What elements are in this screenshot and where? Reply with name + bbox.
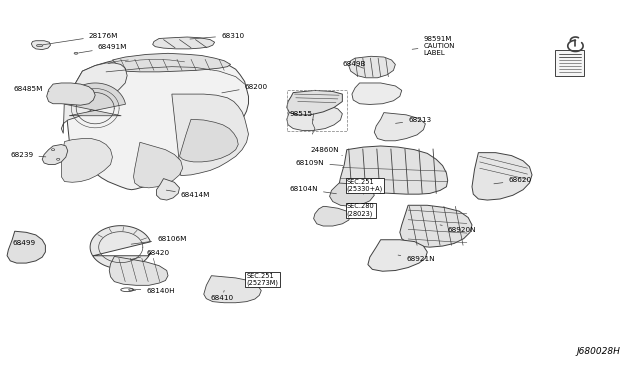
Polygon shape xyxy=(65,83,125,116)
Text: 68310: 68310 xyxy=(190,32,244,39)
Text: 24860N: 24860N xyxy=(310,147,342,155)
FancyBboxPatch shape xyxy=(555,49,584,76)
Ellipse shape xyxy=(56,158,60,160)
Polygon shape xyxy=(349,56,396,78)
Text: 68499: 68499 xyxy=(12,240,35,246)
Polygon shape xyxy=(90,226,150,269)
Text: 68104N: 68104N xyxy=(289,186,337,194)
Polygon shape xyxy=(134,142,182,188)
Polygon shape xyxy=(157,179,179,200)
Polygon shape xyxy=(153,37,214,49)
Polygon shape xyxy=(47,83,95,105)
Text: 68410: 68410 xyxy=(210,291,234,301)
Polygon shape xyxy=(400,205,472,247)
Polygon shape xyxy=(472,153,532,200)
Text: 98515: 98515 xyxy=(289,111,314,120)
Polygon shape xyxy=(352,83,402,105)
Ellipse shape xyxy=(74,52,78,54)
Text: 68109N: 68109N xyxy=(296,160,343,166)
Polygon shape xyxy=(339,146,448,194)
Text: 68491M: 68491M xyxy=(79,44,127,53)
Text: 6849B: 6849B xyxy=(342,61,366,68)
Polygon shape xyxy=(330,183,374,206)
Text: SEC.251
(25330+A): SEC.251 (25330+A) xyxy=(347,179,383,194)
Polygon shape xyxy=(287,90,342,115)
Text: 68921N: 68921N xyxy=(398,255,435,262)
Text: 68213: 68213 xyxy=(396,117,431,124)
Text: SEC.251
(25273M): SEC.251 (25273M) xyxy=(246,273,278,286)
Polygon shape xyxy=(42,144,68,164)
Text: 68420: 68420 xyxy=(131,250,170,259)
Text: 68920N: 68920N xyxy=(440,225,476,233)
Polygon shape xyxy=(109,256,168,285)
Text: J680028H: J680028H xyxy=(576,347,620,356)
Text: 98591M
CAUTION
LABEL: 98591M CAUTION LABEL xyxy=(412,36,455,56)
Text: SEC.280
(28023): SEC.280 (28023) xyxy=(347,203,374,217)
Polygon shape xyxy=(31,41,51,49)
Text: 68140H: 68140H xyxy=(132,288,175,294)
Text: 68620: 68620 xyxy=(494,177,531,184)
Polygon shape xyxy=(179,119,238,162)
Text: 68414M: 68414M xyxy=(166,190,210,198)
Ellipse shape xyxy=(51,149,54,151)
Polygon shape xyxy=(204,276,261,303)
Polygon shape xyxy=(314,206,351,226)
Text: 68485M: 68485M xyxy=(13,86,49,92)
Text: 68106M: 68106M xyxy=(131,235,186,244)
Polygon shape xyxy=(61,138,113,182)
Polygon shape xyxy=(7,231,45,263)
Polygon shape xyxy=(368,240,428,271)
Ellipse shape xyxy=(36,44,43,46)
Text: 68239: 68239 xyxy=(10,152,46,158)
Polygon shape xyxy=(374,113,426,141)
Text: 28176M: 28176M xyxy=(43,32,118,45)
Polygon shape xyxy=(65,54,248,190)
Polygon shape xyxy=(287,104,342,131)
Polygon shape xyxy=(113,53,230,72)
Text: 68200: 68200 xyxy=(222,84,268,93)
Polygon shape xyxy=(61,63,127,134)
Polygon shape xyxy=(172,94,248,176)
